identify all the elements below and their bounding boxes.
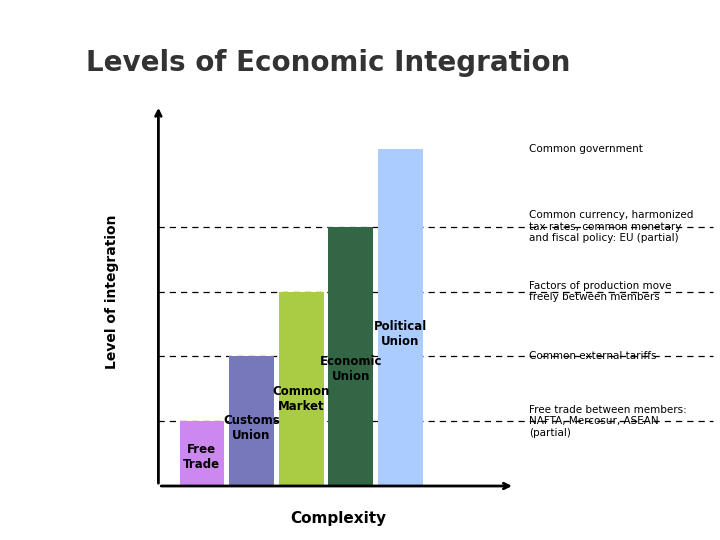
FancyBboxPatch shape [229, 356, 274, 486]
Text: Economic
Union: Economic Union [320, 355, 382, 383]
Text: Common
Market: Common Market [272, 384, 330, 413]
Text: Customs
Union: Customs Union [223, 414, 280, 442]
Text: Complexity: Complexity [290, 511, 387, 526]
Text: Levels of Economic Integration: Levels of Economic Integration [86, 49, 571, 77]
FancyBboxPatch shape [179, 421, 224, 486]
Text: Political
Union: Political Union [374, 320, 427, 348]
Text: Factors of production move
freely between members: Factors of production move freely betwee… [529, 281, 672, 302]
FancyBboxPatch shape [328, 227, 373, 486]
Text: Free trade between members:
NAFTA, Mercosur, ASEAN
(partial): Free trade between members: NAFTA, Merco… [529, 404, 687, 438]
Text: Common external tariffs: Common external tariffs [529, 352, 657, 361]
Text: Common currency, harmonized
tax rates, common monetary
and fiscal policy: EU (pa: Common currency, harmonized tax rates, c… [529, 210, 693, 244]
Text: Common government: Common government [529, 144, 643, 154]
Text: Free
Trade: Free Trade [184, 443, 220, 471]
Text: Level of integration: Level of integration [104, 214, 119, 369]
FancyBboxPatch shape [378, 149, 423, 486]
FancyBboxPatch shape [279, 292, 323, 486]
